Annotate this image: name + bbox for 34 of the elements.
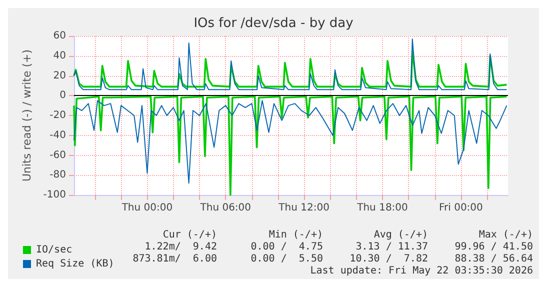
y-tick-label: -20	[50, 110, 66, 121]
text: 0.00 / 4.75	[250, 242, 323, 252]
line-series	[73, 50, 508, 88]
text: Cur (-/+)	[162, 230, 217, 240]
text: 0.00 / 5.50	[250, 254, 323, 264]
text: 99.96 / 41.50	[454, 242, 533, 252]
text: Max (-/+)	[478, 230, 533, 240]
text: 873.81m/ 6.00	[132, 254, 217, 264]
legend-label: IO/sec	[36, 244, 72, 256]
text: 3.13 / 11.37	[356, 242, 428, 252]
x-tick-label: Thu 06:00	[199, 202, 252, 214]
text: 88.38 / 56.64	[454, 254, 533, 264]
text: Min (-/+)	[268, 230, 323, 240]
y-tick-label: -60	[50, 150, 66, 161]
text: 10.30 / 7.82	[350, 254, 428, 264]
y-tick-label: -40	[50, 130, 66, 141]
text: Last update: Fri May 22 03:35:30 2026	[310, 266, 533, 276]
x-tick-label: Thu 12:00	[278, 202, 330, 214]
y-tick-label: 40	[53, 50, 66, 62]
line-series	[74, 38, 508, 90]
x-tick-label: Fri 00:00	[438, 202, 483, 214]
text: Avg (-/+)	[374, 230, 428, 240]
y-tick-label: 20	[53, 70, 66, 82]
y-tick-label: 0	[60, 90, 66, 102]
legend-label: Req Size (KB)	[36, 258, 114, 270]
y-tick-label: -80	[50, 170, 66, 181]
x-tick-label: Thu 00:00	[120, 202, 173, 214]
x-tick-label: Thu 18:00	[356, 202, 408, 214]
y-tick-label: 60	[53, 30, 66, 42]
line-series	[74, 100, 508, 184]
chart-title: IOs for /dev/sda - by day	[194, 16, 354, 31]
y-axis-title: Units read (-) / write (+)	[20, 49, 34, 182]
y-tick-label: -100	[43, 190, 66, 200]
text: 1.22m/ 9.42	[144, 242, 217, 252]
